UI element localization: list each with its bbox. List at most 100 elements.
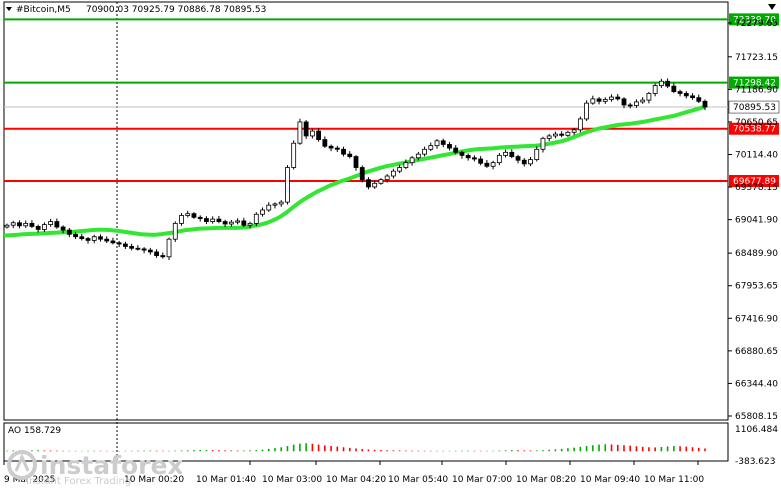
candle-body xyxy=(297,121,303,144)
candle-body xyxy=(353,156,359,168)
candle-body xyxy=(515,156,521,161)
candle-body xyxy=(241,220,247,226)
price-tick-label: 67416.90 xyxy=(735,314,778,324)
candle-body xyxy=(602,99,608,102)
candle-body xyxy=(172,222,178,240)
candle-body xyxy=(528,159,533,165)
candle-body xyxy=(4,224,10,228)
level-tag xyxy=(729,13,779,26)
candle-body xyxy=(472,157,477,160)
ao-axis-label: -383.623 xyxy=(735,457,775,467)
candle-body xyxy=(640,99,646,103)
level-lines: 72339.70 71298.42 70538.77 69677.89 70895.53 xyxy=(4,13,780,187)
candle-body xyxy=(652,85,658,94)
candle-body xyxy=(627,104,633,107)
level-tag xyxy=(729,122,779,135)
candle-body xyxy=(415,153,421,159)
candle-body xyxy=(10,222,16,226)
candle-body xyxy=(166,238,172,258)
candle-body xyxy=(546,135,552,139)
price-tick-label: 67953.65 xyxy=(735,282,778,292)
price-tick-label: 66344.40 xyxy=(735,379,778,389)
ao-plot-frame xyxy=(3,422,729,462)
candle-body xyxy=(553,133,558,137)
candle-body xyxy=(390,170,396,177)
candle-body xyxy=(154,251,159,256)
candle-body xyxy=(465,154,471,159)
candle-body xyxy=(496,154,502,164)
candle-body xyxy=(447,144,452,149)
candle-body xyxy=(160,255,166,258)
scroll-arrow-icon[interactable] xyxy=(768,4,776,10)
price-tick-label: 69041.90 xyxy=(735,216,778,226)
candle-body xyxy=(658,80,664,86)
candle-body xyxy=(615,96,621,100)
candle-body xyxy=(141,248,147,251)
candle-body xyxy=(253,213,259,224)
candle-body xyxy=(422,148,427,155)
candle-body xyxy=(683,93,689,97)
candle-body xyxy=(440,140,446,145)
ao-label: AO 158.729 xyxy=(8,426,61,436)
time-tick-label: 10 Mar 03:00 xyxy=(262,475,322,485)
candle-body xyxy=(366,179,371,188)
dropdown-arrow-icon[interactable] xyxy=(6,7,12,11)
price-tick-label: 66880.65 xyxy=(735,347,778,357)
candle-body xyxy=(509,151,515,157)
time-tick-label: 10 Mar 07:00 xyxy=(452,475,512,485)
candle-body xyxy=(609,96,614,100)
main-plot-frame xyxy=(3,1,729,421)
candle-body xyxy=(559,133,565,136)
price-tick-label: 69578.15 xyxy=(735,183,778,193)
price-tick-label: 70650.65 xyxy=(735,118,778,128)
candle-body xyxy=(309,130,315,137)
ao-histogram: 1106.484 -383.623 xyxy=(6,425,778,467)
level-tag-label: 72339.70 xyxy=(733,15,776,25)
candle-body xyxy=(41,224,47,230)
moving-average xyxy=(3,104,706,238)
candle-body xyxy=(571,129,577,133)
candle-body xyxy=(316,130,322,140)
candle-body xyxy=(123,243,128,247)
candle-body xyxy=(397,167,403,172)
candle-body xyxy=(671,85,677,93)
candle-body xyxy=(484,162,490,167)
candle-body xyxy=(565,131,571,136)
time-tick-label: 10 Mar 04:20 xyxy=(326,475,386,485)
time-tick-label: 10 Mar 00:20 xyxy=(124,475,184,485)
candle-body xyxy=(285,167,290,203)
candle-body xyxy=(303,121,309,137)
candle-body xyxy=(453,147,459,153)
price-tick-label: 70114.40 xyxy=(735,150,778,160)
candle-body xyxy=(341,148,346,155)
level-tag-label: 71298.42 xyxy=(733,79,776,89)
candle-body xyxy=(216,218,222,222)
candle-body xyxy=(577,118,583,131)
candle-body xyxy=(677,91,683,94)
candle-body xyxy=(129,246,135,249)
candle-body xyxy=(646,93,652,101)
candle-body xyxy=(272,203,278,206)
candle-body xyxy=(260,209,265,215)
candle-body xyxy=(29,222,35,227)
time-axis: 9 Mar 2025 10 Mar 00:20 10 Mar 01:40 10 Mar… xyxy=(3,461,704,485)
candle-body xyxy=(197,216,203,219)
ma-line xyxy=(3,104,706,238)
price-tick-label: 65808.15 xyxy=(735,412,778,422)
candle-body xyxy=(503,151,508,156)
candle-body xyxy=(91,236,97,241)
candle-body xyxy=(584,102,589,120)
candle-body xyxy=(48,221,54,225)
candle-body xyxy=(372,182,378,188)
candle-body xyxy=(135,247,141,250)
instaforex-logo: instaforex Instant Forex Trading xyxy=(7,450,182,487)
candle-body xyxy=(409,157,415,164)
ao-axis-label: 1106.484 xyxy=(735,425,778,435)
price-tick-label: 71723.15 xyxy=(735,53,778,63)
candle-body xyxy=(702,100,708,108)
candle-body xyxy=(23,222,29,227)
candle-body xyxy=(79,236,85,239)
candle-body xyxy=(378,179,384,184)
candle-body xyxy=(222,221,228,225)
candle-body xyxy=(147,249,153,253)
